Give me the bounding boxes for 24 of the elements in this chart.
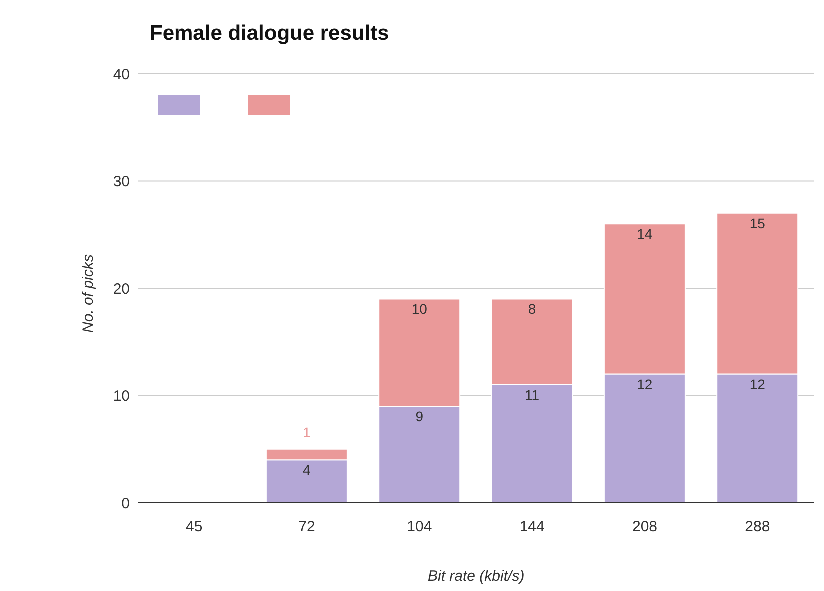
x-tick-label: 104 — [407, 518, 432, 536]
data-label: 4 — [303, 462, 312, 478]
data-label: 15 — [750, 215, 766, 232]
y-axis-title: No. of picks — [80, 254, 97, 333]
data-label: 12 — [637, 376, 653, 392]
chart-title: Female dialogue results — [150, 22, 390, 46]
x-axis-title: Bit rate (kbit/s) — [428, 568, 525, 585]
x-tick-label: 45 — [186, 518, 203, 536]
data-label: 9 — [416, 408, 424, 424]
data-label: 8 — [528, 301, 536, 318]
y-tick-label: 10 — [113, 388, 130, 406]
data-label: 14 — [637, 226, 653, 242]
y-tick-label: 20 — [113, 280, 130, 298]
data-label: 11 — [525, 387, 540, 404]
data-label: 12 — [750, 376, 766, 392]
x-tick-label: 144 — [520, 518, 545, 536]
y-tick-label: 40 — [113, 66, 130, 84]
y-tick-label: 30 — [113, 174, 130, 191]
x-tick-label: 72 — [298, 518, 316, 536]
x-tick-label: 208 — [632, 518, 658, 536]
y-tick-label: 0 — [122, 495, 130, 512]
x-tick-label: 288 — [745, 518, 770, 536]
data-label: 10 — [412, 301, 428, 318]
data-label: 1 — [303, 424, 312, 440]
